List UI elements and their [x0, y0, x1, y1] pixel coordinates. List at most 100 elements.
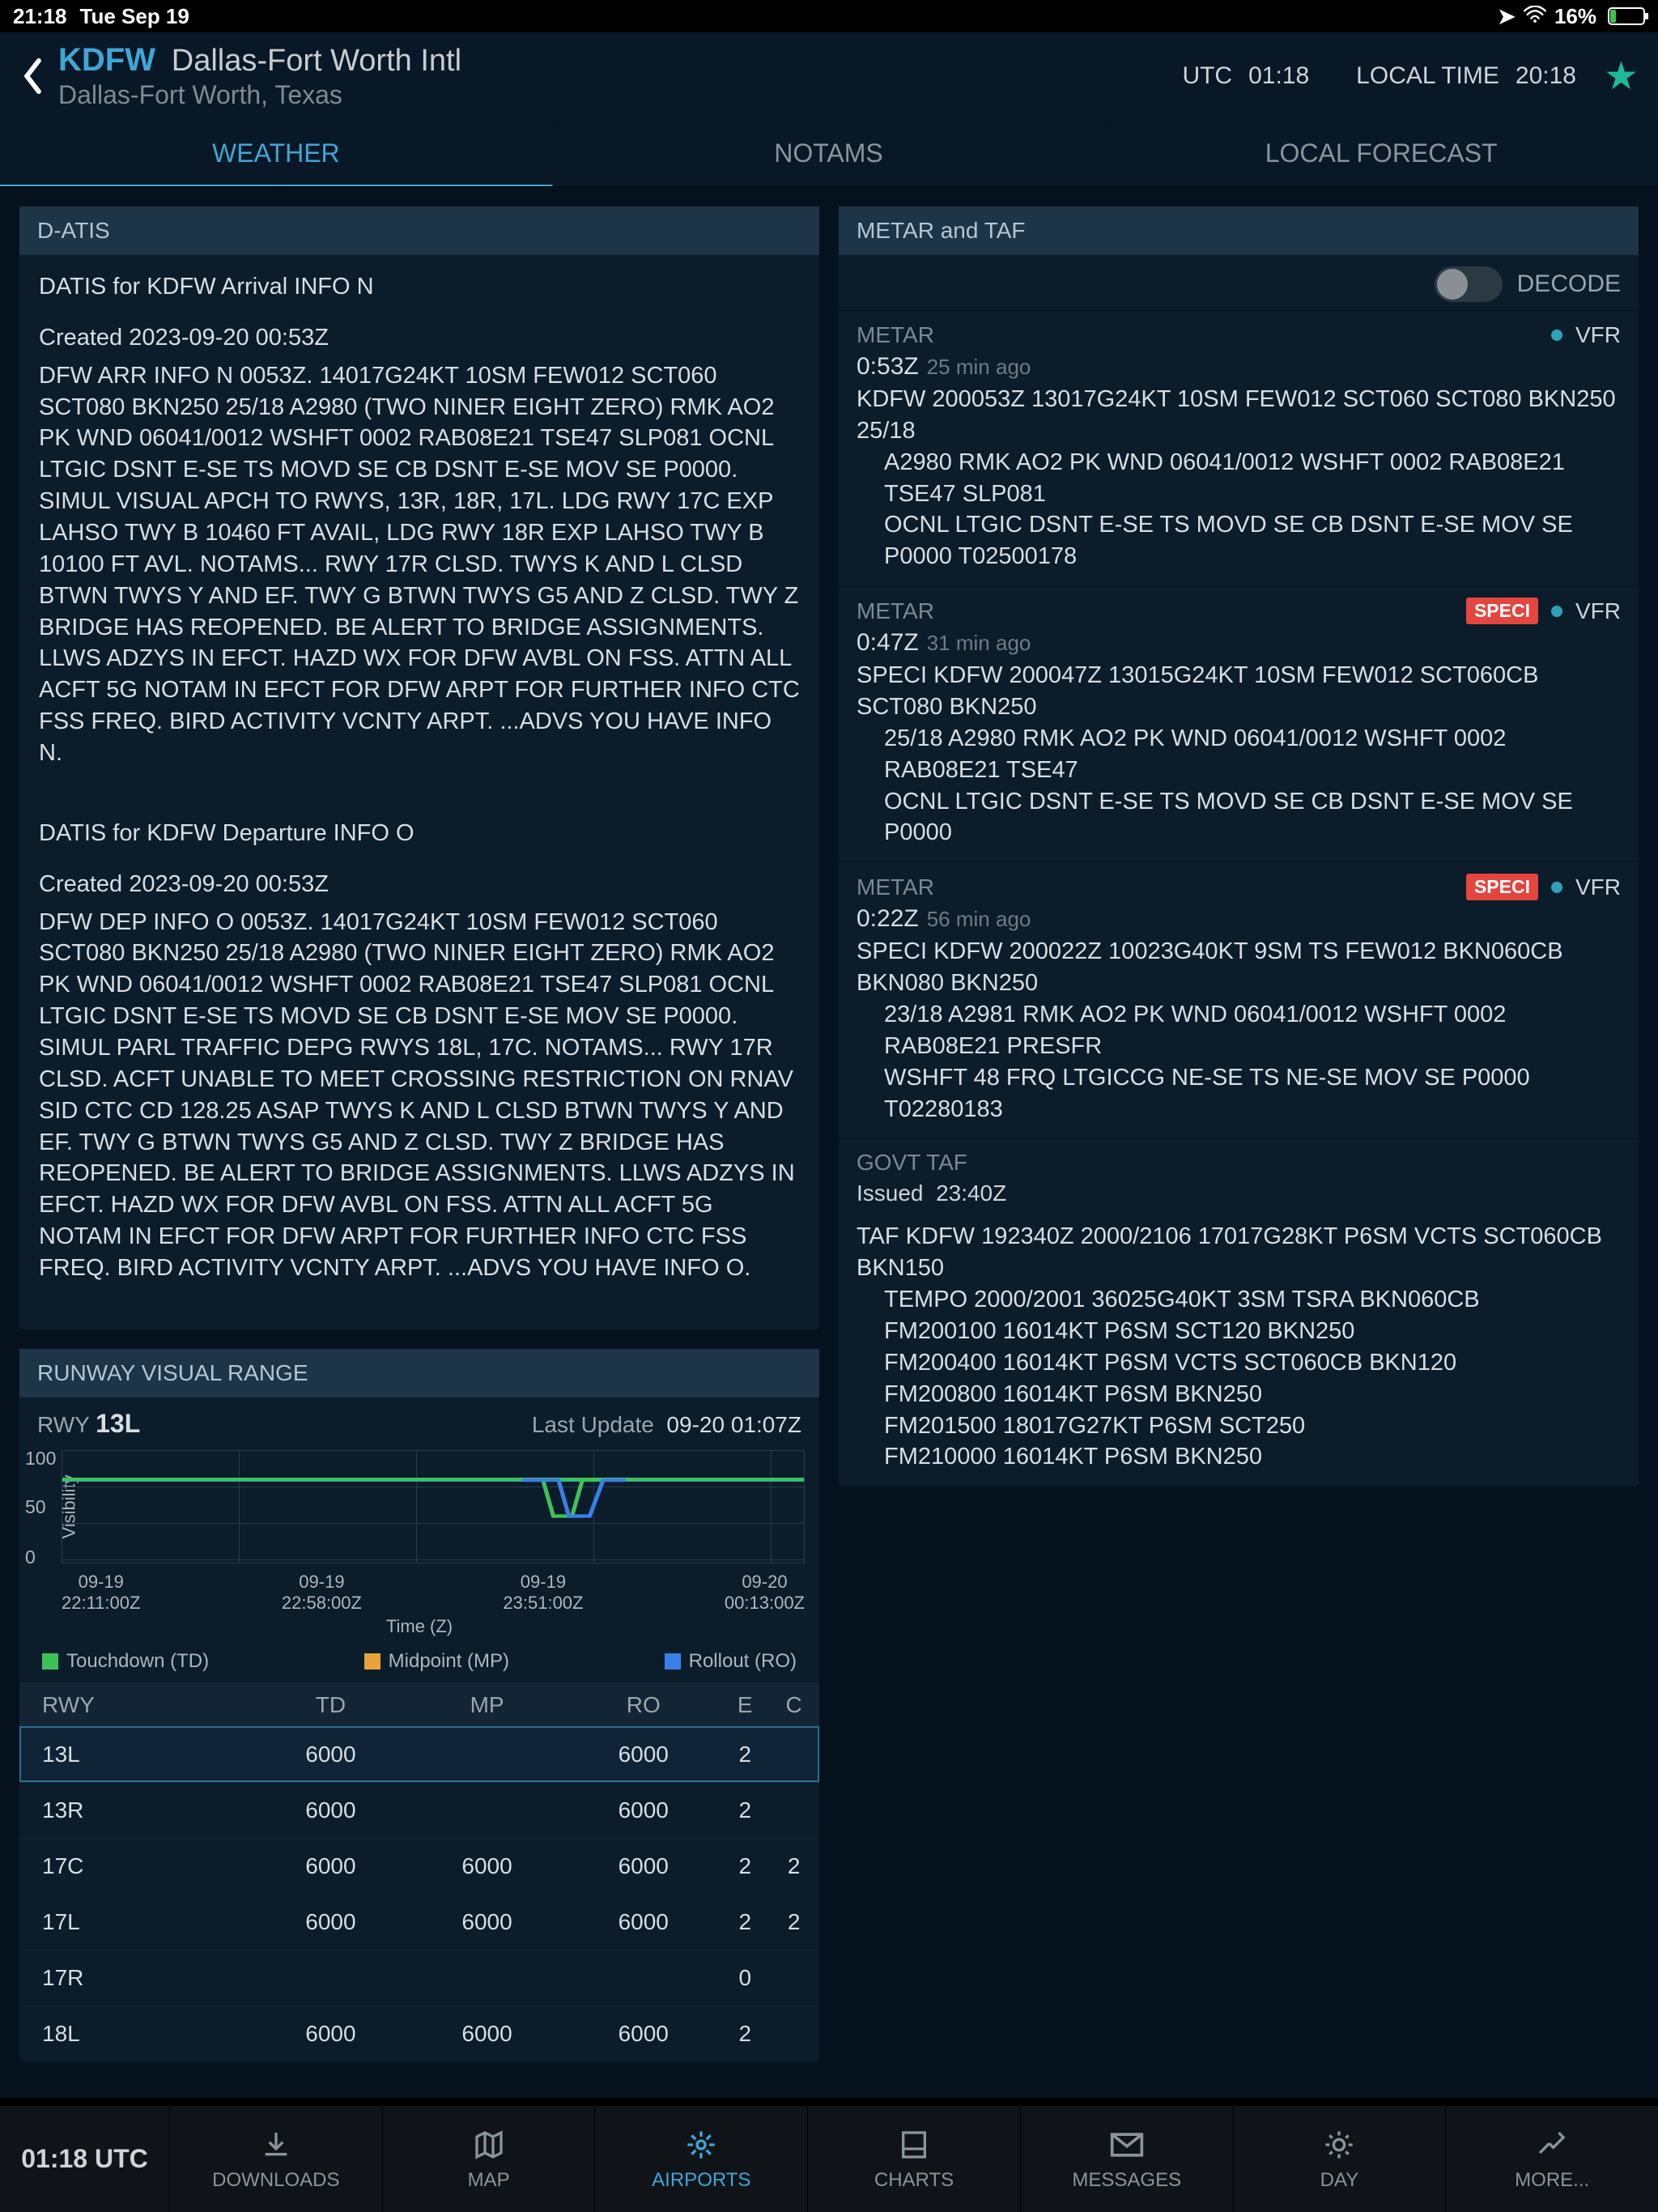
condition-dot-icon [1551, 882, 1562, 893]
tab-weather[interactable]: WEATHER [0, 121, 553, 186]
metar-label: METAR [857, 322, 934, 348]
datis-dep-body: DFW DEP INFO O 0053Z. 14017G24KT 10SM FE… [39, 907, 800, 1284]
rvr-last: 09-20 01:07Z [666, 1412, 801, 1437]
condition: VFR [1575, 598, 1621, 624]
legend-td: Touchdown (TD) [66, 1650, 209, 1673]
rvr-line-green [62, 1478, 804, 1481]
status-date: Tue Sep 19 [80, 4, 189, 29]
metar-time: 0:22Z [857, 905, 919, 932]
metar-age: 31 min ago [927, 631, 1031, 655]
legend-mp-icon [364, 1653, 380, 1670]
decode-label: DECODE [1517, 270, 1621, 298]
taf-line: FM201500 18017G27KT P6SM SCT250 [857, 1410, 1621, 1442]
table-row[interactable]: 18L6000600060002 [19, 2006, 819, 2061]
metar-time: 0:53Z [857, 353, 919, 380]
table-row[interactable]: 17C60006000600022 [19, 1838, 819, 1894]
taf-line: FM200800 16014KT P6SM BKN250 [857, 1379, 1621, 1410]
metar-section: METAR SPECI VFR 0:22Z56 min ago SPECI KD… [839, 861, 1639, 1138]
rvr-header: RUNWAY VISUAL RANGE [19, 1349, 819, 1397]
rvr-col: C [768, 1682, 819, 1727]
back-button[interactable] [10, 58, 58, 94]
nav-airports[interactable]: AIRPORTS [595, 2106, 808, 2212]
metar-text: SPECI KDFW 200047Z 13015G24KT 10SM FEW01… [857, 660, 1621, 723]
metar-label: METAR [857, 874, 934, 900]
speci-badge: SPECI [1466, 874, 1538, 900]
metar-section: METAR VFR 0:53Z25 min ago KDFW 200053Z 1… [839, 310, 1639, 585]
taf-section: GOVT TAF Issued 23:40Z TAF KDFW 192340Z … [839, 1138, 1639, 1486]
rvr-legend: Touchdown (TD) Midpoint (MP) Rollout (RO… [19, 1642, 819, 1682]
taf-line: TEMPO 2000/2001 36025G40KT 3SM TSRA BKN0… [857, 1284, 1621, 1316]
metar-age: 56 min ago [927, 907, 1031, 931]
metar-age: 25 min ago [927, 355, 1031, 379]
taf-line: FM210000 16014KT P6SM BKN250 [857, 1441, 1621, 1473]
legend-ro-icon [665, 1653, 681, 1670]
tab-notams[interactable]: NOTAMS [553, 121, 1106, 186]
taf-line: FM200400 16014KT P6SM VCTS SCT060CB BKN1… [857, 1347, 1621, 1379]
taf-label: GOVT TAF [857, 1150, 967, 1176]
legend-td-icon [42, 1653, 58, 1670]
rvr-chart: 100 50 0 [62, 1450, 805, 1563]
metar-taf-header: METAR and TAF [839, 206, 1639, 255]
table-row[interactable]: 17L60006000600022 [19, 1894, 819, 1950]
decode-toggle[interactable] [1435, 266, 1503, 302]
datis-arr-title: DATIS for KDFW Arrival INFO N [39, 271, 800, 303]
favorite-star-icon[interactable]: ★ [1604, 53, 1639, 99]
metar-text: 25/18 A2980 RMK AO2 PK WND 06041/0012 WS… [857, 723, 1621, 786]
rvr-table: RWYTDMPROEC 13L60006000213R60006000217C6… [19, 1682, 819, 2061]
datis-dep-title: DATIS for KDFW Departure INFO O [39, 818, 800, 849]
datis-card: D-ATIS DATIS for KDFW Arrival INFO N Cre… [19, 206, 819, 1329]
airport-code: KDFW [58, 42, 155, 79]
airport-header: KDFW Dallas-Fort Worth Intl Dallas-Fort … [0, 32, 1658, 121]
utc-time: 01:18 [1248, 62, 1309, 90]
rvr-xaxis-title: Time (Z) [19, 1616, 819, 1642]
taf-line1: TAF KDFW 192340Z 2000/2106 17017G28KT P6… [857, 1221, 1621, 1284]
legend-mp: Midpoint (MP) [389, 1650, 509, 1673]
rvr-col: MP [409, 1682, 565, 1727]
battery-icon [1605, 7, 1645, 25]
nav-day[interactable]: DAY [1234, 2106, 1447, 2212]
day-icon [1323, 2127, 1355, 2163]
metar-text: OCNL LTGIC DSNT E-SE TS MOVD SE CB DSNT … [857, 786, 1621, 849]
metar-taf-card: METAR and TAF DECODE METAR VFR 0:53Z 25 m… [839, 206, 1639, 1486]
datis-arr-created: Created 2023-09-20 00:53Z [39, 322, 800, 354]
metar-text: A2980 RMK AO2 PK WND 06041/0012 WSHFT 00… [857, 447, 1621, 510]
rvr-xtick: 09-1922:58:00Z [282, 1572, 362, 1614]
local-label: LOCAL TIME [1356, 62, 1499, 90]
wifi-icon [1524, 4, 1546, 29]
datis-arr-body: DFW ARR INFO N 0053Z. 14017G24KT 10SM FE… [39, 360, 800, 769]
metar-label: METAR [857, 598, 934, 624]
status-time: 21:18 [13, 4, 67, 29]
bottom-nav: 01:18 UTC DOWNLOADS MAP AIRPORTS CHARTS … [0, 2105, 1658, 2212]
rvr-col: RO [565, 1682, 721, 1727]
condition-dot-icon [1551, 330, 1562, 341]
airport-location: Dallas-Fort Worth, Texas [58, 80, 1182, 110]
nav-charts[interactable]: CHARTS [808, 2106, 1021, 2212]
map-icon [473, 2127, 505, 2163]
speci-badge: SPECI [1466, 598, 1538, 624]
rvr-col: RWY [19, 1682, 253, 1727]
charts-icon [898, 2127, 930, 2163]
rvr-dip [522, 1478, 626, 1529]
table-row[interactable]: 13R600060002 [19, 1782, 819, 1838]
nav-messages[interactable]: MESSAGES [1021, 2106, 1234, 2212]
table-row[interactable]: 13L600060002 [19, 1726, 819, 1782]
bottom-time: 01:18 UTC [0, 2106, 170, 2212]
taf-issued-label: Issued [857, 1180, 924, 1206]
metar-text: KDFW 200053Z 13017G24KT 10SM FEW012 SCT0… [857, 384, 1621, 447]
condition-dot-icon [1551, 606, 1562, 617]
tab-forecast[interactable]: LOCAL FORECAST [1105, 121, 1658, 186]
nav-downloads[interactable]: DOWNLOADS [170, 2106, 383, 2212]
taf-issued: 23:40Z [936, 1180, 1006, 1206]
messages-icon [1109, 2127, 1145, 2163]
nav-map[interactable]: MAP [383, 2106, 596, 2212]
tab-bar: WEATHER NOTAMS LOCAL FORECAST [0, 121, 1658, 187]
table-row[interactable]: 17R0 [19, 1950, 819, 2006]
nav-more[interactable]: MORE... [1446, 2106, 1658, 2212]
metar-text: SPECI KDFW 200022Z 10023G40KT 9SM TS FEW… [857, 936, 1621, 999]
rvr-last-label: Last Update [532, 1412, 654, 1437]
airports-icon [685, 2127, 717, 2163]
datis-dep-created: Created 2023-09-20 00:53Z [39, 869, 800, 900]
location-icon: ➤ [1498, 4, 1516, 29]
metar-section: METAR SPECI VFR 0:47Z31 min ago SPECI KD… [839, 585, 1639, 861]
rvr-rwy-label: RWY [37, 1412, 89, 1437]
